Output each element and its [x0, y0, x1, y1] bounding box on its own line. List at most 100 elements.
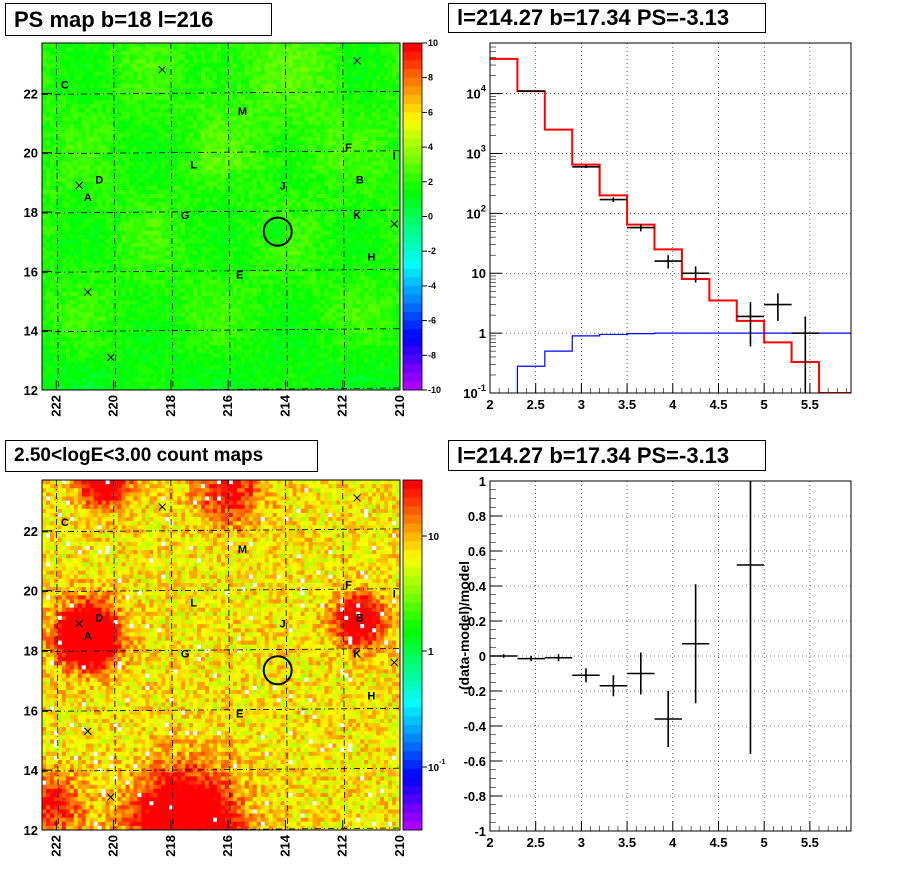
count_map-source-M: M [238, 544, 247, 556]
ps_map-source-B: B [356, 174, 364, 186]
ps_map-source-M: M [238, 106, 247, 118]
ps_map-source-F: F [345, 142, 352, 154]
count_map-source-J: J [280, 619, 286, 631]
count_map-cross-1 [353, 494, 361, 502]
count-colorbar-cell-30 [403, 742, 422, 752]
ps-colorbar-label-10: 10 [428, 38, 438, 48]
count-map-title: 2.50<logE<3.00 count maps [5, 440, 318, 472]
count_map-ylabel-12: 12 [24, 823, 38, 838]
spectrum-series-1 [516, 332, 851, 393]
ps-colorbar-cell-24 [403, 251, 422, 261]
residual-xlabel-2: 2 [486, 835, 493, 850]
ps_map-source-I: I [393, 151, 396, 163]
ps_map-xlabel-210: 210 [392, 395, 407, 417]
spectrum-ylabel-5: 104 [466, 84, 486, 102]
count-colorbar-cell-17 [403, 628, 422, 638]
ps-colorbar-cell-11 [403, 138, 422, 148]
count_map-source-G: G [181, 649, 190, 661]
residual-xlabel-5.5: 5.5 [801, 835, 819, 850]
ps-colorbar-label-4: 4 [428, 142, 433, 152]
spectrum-xlabel-3.5: 3.5 [618, 397, 636, 412]
ps_map-meridian-212 [342, 43, 346, 390]
ps_map-xlabel-222: 222 [48, 395, 63, 417]
ps_map-source-G: G [181, 210, 190, 222]
ps-colorbar-label-8: 8 [428, 73, 433, 83]
ps-colorbar-cell-30 [403, 303, 422, 313]
count-colorbar-cell-39 [403, 821, 422, 831]
ps_map-source-C: C [61, 80, 69, 92]
count-colorbar-cell-5 [403, 523, 422, 533]
spectrum-ylabel-3: 102 [466, 203, 486, 221]
ps_map-frame [41, 42, 401, 391]
ps-colorbar-cell-31 [403, 311, 422, 322]
residual-xlabel-5: 5 [761, 835, 768, 850]
ps_map-xlabel-212: 212 [335, 395, 350, 417]
count_map-ylabel-22: 22 [24, 524, 38, 539]
ps-colorbar-cell-26 [403, 268, 422, 278]
ps-colorbar-cell-10 [403, 129, 422, 139]
count_map-xlabel-216: 216 [220, 835, 235, 857]
count-colorbar-cell-38 [403, 812, 422, 822]
count-colorbar-cell-9 [403, 558, 422, 568]
spectrum-xlabel-2.5: 2.5 [527, 397, 545, 412]
count_map-cross-2 [75, 619, 84, 628]
count-colorbar-cell-31 [403, 751, 422, 761]
ps_map-ylabel-22: 22 [24, 86, 38, 101]
ps_map-cross-5 [390, 220, 399, 228]
count-colorbar-cell-10 [403, 567, 422, 577]
ps-colorbar-label--10: -10 [428, 385, 441, 395]
count-colorbar-cell-14 [403, 602, 422, 612]
count-colorbar-cell-26 [403, 707, 422, 717]
residual-ylabel--0.4: -0.4 [464, 719, 487, 734]
ps-colorbar-cell-9 [403, 121, 422, 131]
ps_map-meridian-222 [55, 43, 59, 390]
ps_map-cross-2 [75, 181, 84, 190]
spectrum-ylabel-4: 103 [466, 143, 486, 161]
count_map-meridian-214 [285, 480, 288, 830]
ps_map-source-A: A [84, 192, 92, 204]
count-colorbar-label-1: 1 [428, 647, 434, 658]
ps-colorbar-cell-36 [403, 355, 422, 365]
ps_map-xlabel-214: 214 [277, 394, 292, 416]
count-colorbar-frame [402, 479, 423, 831]
ps_map-xlabel-220: 220 [106, 395, 121, 417]
count-colorbar-cell-4 [403, 515, 422, 525]
count-colorbar-cell-6 [403, 532, 422, 542]
ps-colorbar-cell-38 [403, 372, 422, 382]
count_map-xlabel-222: 222 [48, 835, 63, 857]
residual-ylabel-0: 0 [479, 649, 486, 664]
count-colorbar-cell-25 [403, 698, 422, 708]
ps-colorbar-cell-37 [403, 363, 422, 374]
count-colorbar-cell-15 [403, 611, 422, 621]
count_map-xlabel-214: 214 [277, 834, 292, 856]
ps-colorbar-cell-13 [403, 155, 422, 165]
residual-ylabel-0.6: 0.6 [468, 544, 486, 559]
count_map-frame [41, 479, 401, 831]
ps_map-ylabel-20: 20 [24, 146, 38, 161]
count-colorbar-cell-20 [403, 655, 422, 665]
count_map-meridian-218 [170, 480, 174, 830]
count_map-ylabel-20: 20 [24, 584, 38, 599]
count-colorbar-cell-24 [403, 690, 422, 700]
spectrum-series-0 [490, 57, 851, 393]
count_map-ylabel-14: 14 [24, 763, 39, 778]
count_map-source-E: E [236, 708, 243, 720]
residual-xlabel-3: 3 [578, 835, 585, 850]
ps-colorbar-cell-12 [403, 147, 422, 157]
count_map-source-H: H [367, 690, 375, 702]
count-colorbar-cell-29 [403, 733, 422, 743]
residual-ylabel--0.2: -0.2 [464, 684, 486, 699]
residual-axis-title: (data-model)/model [456, 561, 472, 690]
ps_map-cross-3 [83, 288, 92, 296]
ps-colorbar-label-0: 0 [428, 212, 433, 222]
ps-colorbar-cell-29 [403, 294, 422, 304]
ps-colorbar-cell-3 [403, 69, 422, 79]
count_map-target-circle [262, 655, 293, 686]
residual-title: l=214.27 b=17.34 PS=-3.13 [448, 440, 766, 471]
spectrum-plot-area [490, 43, 851, 393]
ps-colorbar-cell-6 [403, 95, 422, 105]
count-colorbar-cell-22 [403, 672, 422, 682]
ps-colorbar-cell-28 [403, 285, 422, 296]
ps_map-source-H: H [367, 252, 375, 264]
ps-colorbar-cell-34 [403, 337, 422, 348]
